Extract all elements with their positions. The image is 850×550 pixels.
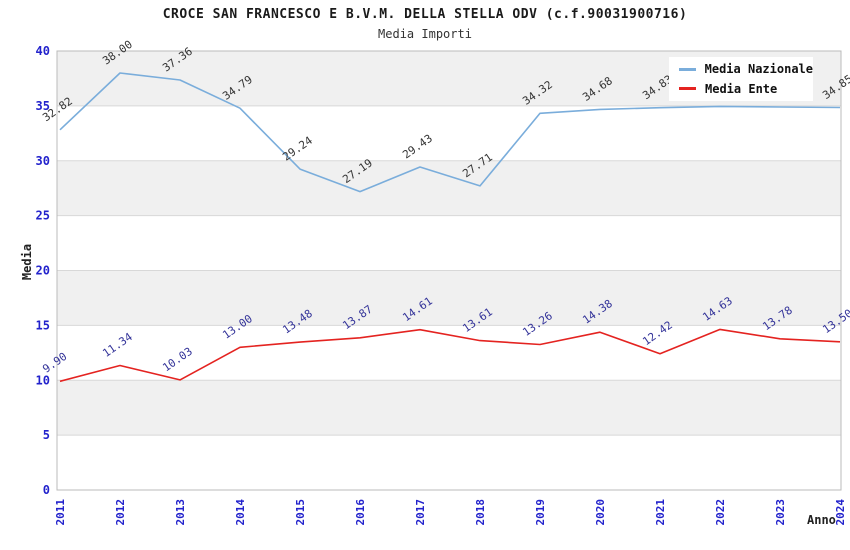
chart-subtitle: Media Importi [378, 27, 472, 41]
legend: Media Nazionale Media Ente [669, 57, 813, 101]
series-line-nazionale [59, 72, 841, 193]
x-tick-label: 2020 [594, 499, 607, 526]
series-line-ente [59, 328, 841, 383]
x-axis-title: Anno [807, 513, 836, 527]
x-tick-label: 2016 [354, 499, 367, 526]
legend-swatch-ente-icon [679, 87, 696, 91]
plot-band [57, 270, 841, 326]
plot-band [57, 380, 841, 436]
chart-title: CROCE SAN FRANCESCO E B.V.M. DELLA STELL… [162, 7, 688, 22]
x-tick-label: 2019 [534, 499, 547, 526]
x-tick-label: 2024 [834, 499, 847, 526]
y-tick-label: 0 [43, 483, 50, 497]
plot-band [57, 435, 841, 490]
y-tick-label: 25 [36, 209, 50, 223]
x-tick-label: 2013 [174, 499, 187, 526]
y-tick-label: 10 [36, 373, 50, 387]
legend-swatch-nazionale-icon [679, 67, 696, 71]
legend-item-media-nazionale: Media Nazionale [679, 62, 813, 76]
legend-label: Media Nazionale [704, 62, 813, 77]
y-tick-label: 40 [36, 44, 50, 58]
plot-band [57, 105, 841, 161]
legend-item-media-ente: Media Ente [679, 82, 813, 96]
y-tick-label: 20 [36, 264, 50, 278]
y-tick-label: 30 [36, 154, 50, 168]
y-tick-label: 5 [43, 428, 50, 442]
legend-label: Media Ente [705, 81, 778, 96]
x-tick-label: 2018 [474, 499, 487, 526]
x-tick-label: 2014 [234, 499, 247, 526]
y-axis-title: Media [20, 243, 34, 281]
x-tick-label: 2011 [54, 499, 67, 526]
plot-band [57, 215, 841, 271]
plot-band [57, 160, 841, 216]
y-tick-label: 35 [36, 99, 50, 113]
x-tick-label: 2012 [114, 499, 127, 526]
plot-border [56, 50, 842, 491]
y-tick-label: 15 [36, 318, 50, 332]
x-tick-label: 2021 [654, 499, 667, 526]
x-tick-label: 2023 [774, 499, 787, 526]
x-tick-label: 2015 [294, 499, 307, 526]
x-tick-label: 2022 [714, 499, 727, 526]
x-tick-label: 2017 [414, 499, 427, 526]
